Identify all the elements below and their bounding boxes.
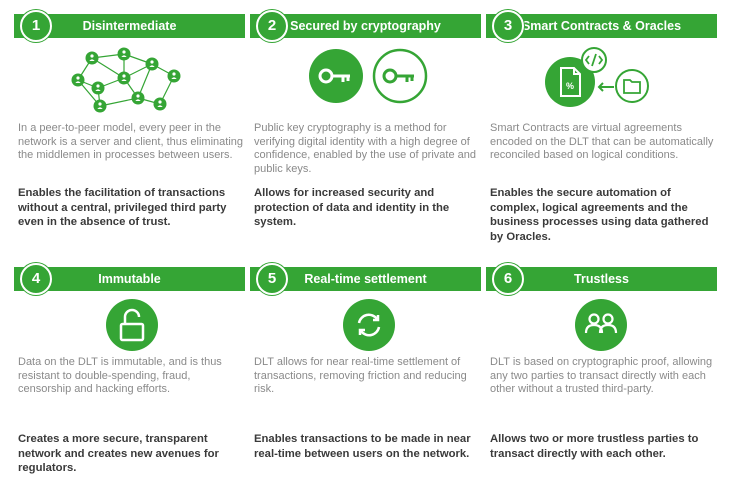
- card-benefit: Enables the facilitation of transactions…: [18, 187, 227, 228]
- card-benefit: Creates a more secure, transparent netwo…: [18, 433, 219, 474]
- card-description: Data on the DLT is immutable, and is thu…: [18, 356, 222, 396]
- feature-card-cryptography: Secured by cryptography 2 Public key cry…: [250, 10, 481, 249]
- svg-text:%: %: [566, 81, 574, 91]
- refresh-icon: [250, 295, 481, 367]
- card-description: DLT is based on cryptographic proof, all…: [490, 356, 713, 396]
- card-banner: Smart Contracts & Oracles: [486, 14, 717, 38]
- card-description: Public key cryptography is a method for …: [254, 122, 476, 175]
- card-banner: Trustless: [486, 267, 717, 291]
- card-benefit: Allows two or more trustless parties to …: [490, 433, 699, 460]
- feature-card-immutable: Immutable 4 Data on the DLT is immutable…: [14, 263, 245, 474]
- card-description: DLT allows for near real-time settlement…: [254, 356, 467, 396]
- card-title: Trustless: [574, 272, 629, 286]
- key-icon: [309, 49, 363, 103]
- card-title: Smart Contracts & Oracles: [521, 19, 682, 33]
- card-title: Disintermediate: [82, 19, 177, 33]
- feature-card-smart-contracts: Smart Contracts & Oracles 3 % Smart Cont…: [486, 10, 717, 249]
- number-badge: 3: [492, 10, 524, 42]
- feature-card-real-time-settlement: Real-time settlement 5 DLT allows for ne…: [250, 263, 481, 467]
- feature-card-disintermediate: Disintermediate 1: [14, 10, 245, 249]
- number-badge: 5: [256, 263, 288, 295]
- card-title: Immutable: [98, 272, 161, 286]
- key-icons: [250, 42, 481, 114]
- number-badge: 4: [20, 263, 52, 295]
- card-banner: Real-time settlement: [250, 267, 481, 291]
- two-people-icon: [486, 295, 717, 367]
- card-description: Smart Contracts are virtual agreements e…: [490, 122, 714, 162]
- card-banner: Secured by cryptography: [250, 14, 481, 38]
- card-banner: Immutable: [14, 267, 245, 291]
- smart-contract-icon: %: [486, 42, 717, 114]
- number-badge: 6: [492, 263, 524, 295]
- card-banner: Disintermediate: [14, 14, 245, 38]
- number-badge: 1: [20, 10, 52, 42]
- key-icon: [372, 48, 428, 104]
- card-benefit: Enables transactions to be made in near …: [254, 433, 471, 460]
- card-description: In a peer-to-peer model, every peer in t…: [18, 122, 243, 162]
- card-title: Real-time settlement: [304, 272, 427, 286]
- peer-network-icon: [14, 42, 245, 114]
- card-title: Secured by cryptography: [290, 19, 441, 33]
- number-badge: 2: [256, 10, 288, 42]
- card-benefit: Allows for increased security and protec…: [254, 187, 450, 228]
- feature-card-trustless: Trustless 6 DLT is based on cryptographi…: [486, 263, 717, 467]
- card-benefit: Enables the secure automation of complex…: [490, 187, 709, 243]
- padlock-icon: [14, 295, 245, 367]
